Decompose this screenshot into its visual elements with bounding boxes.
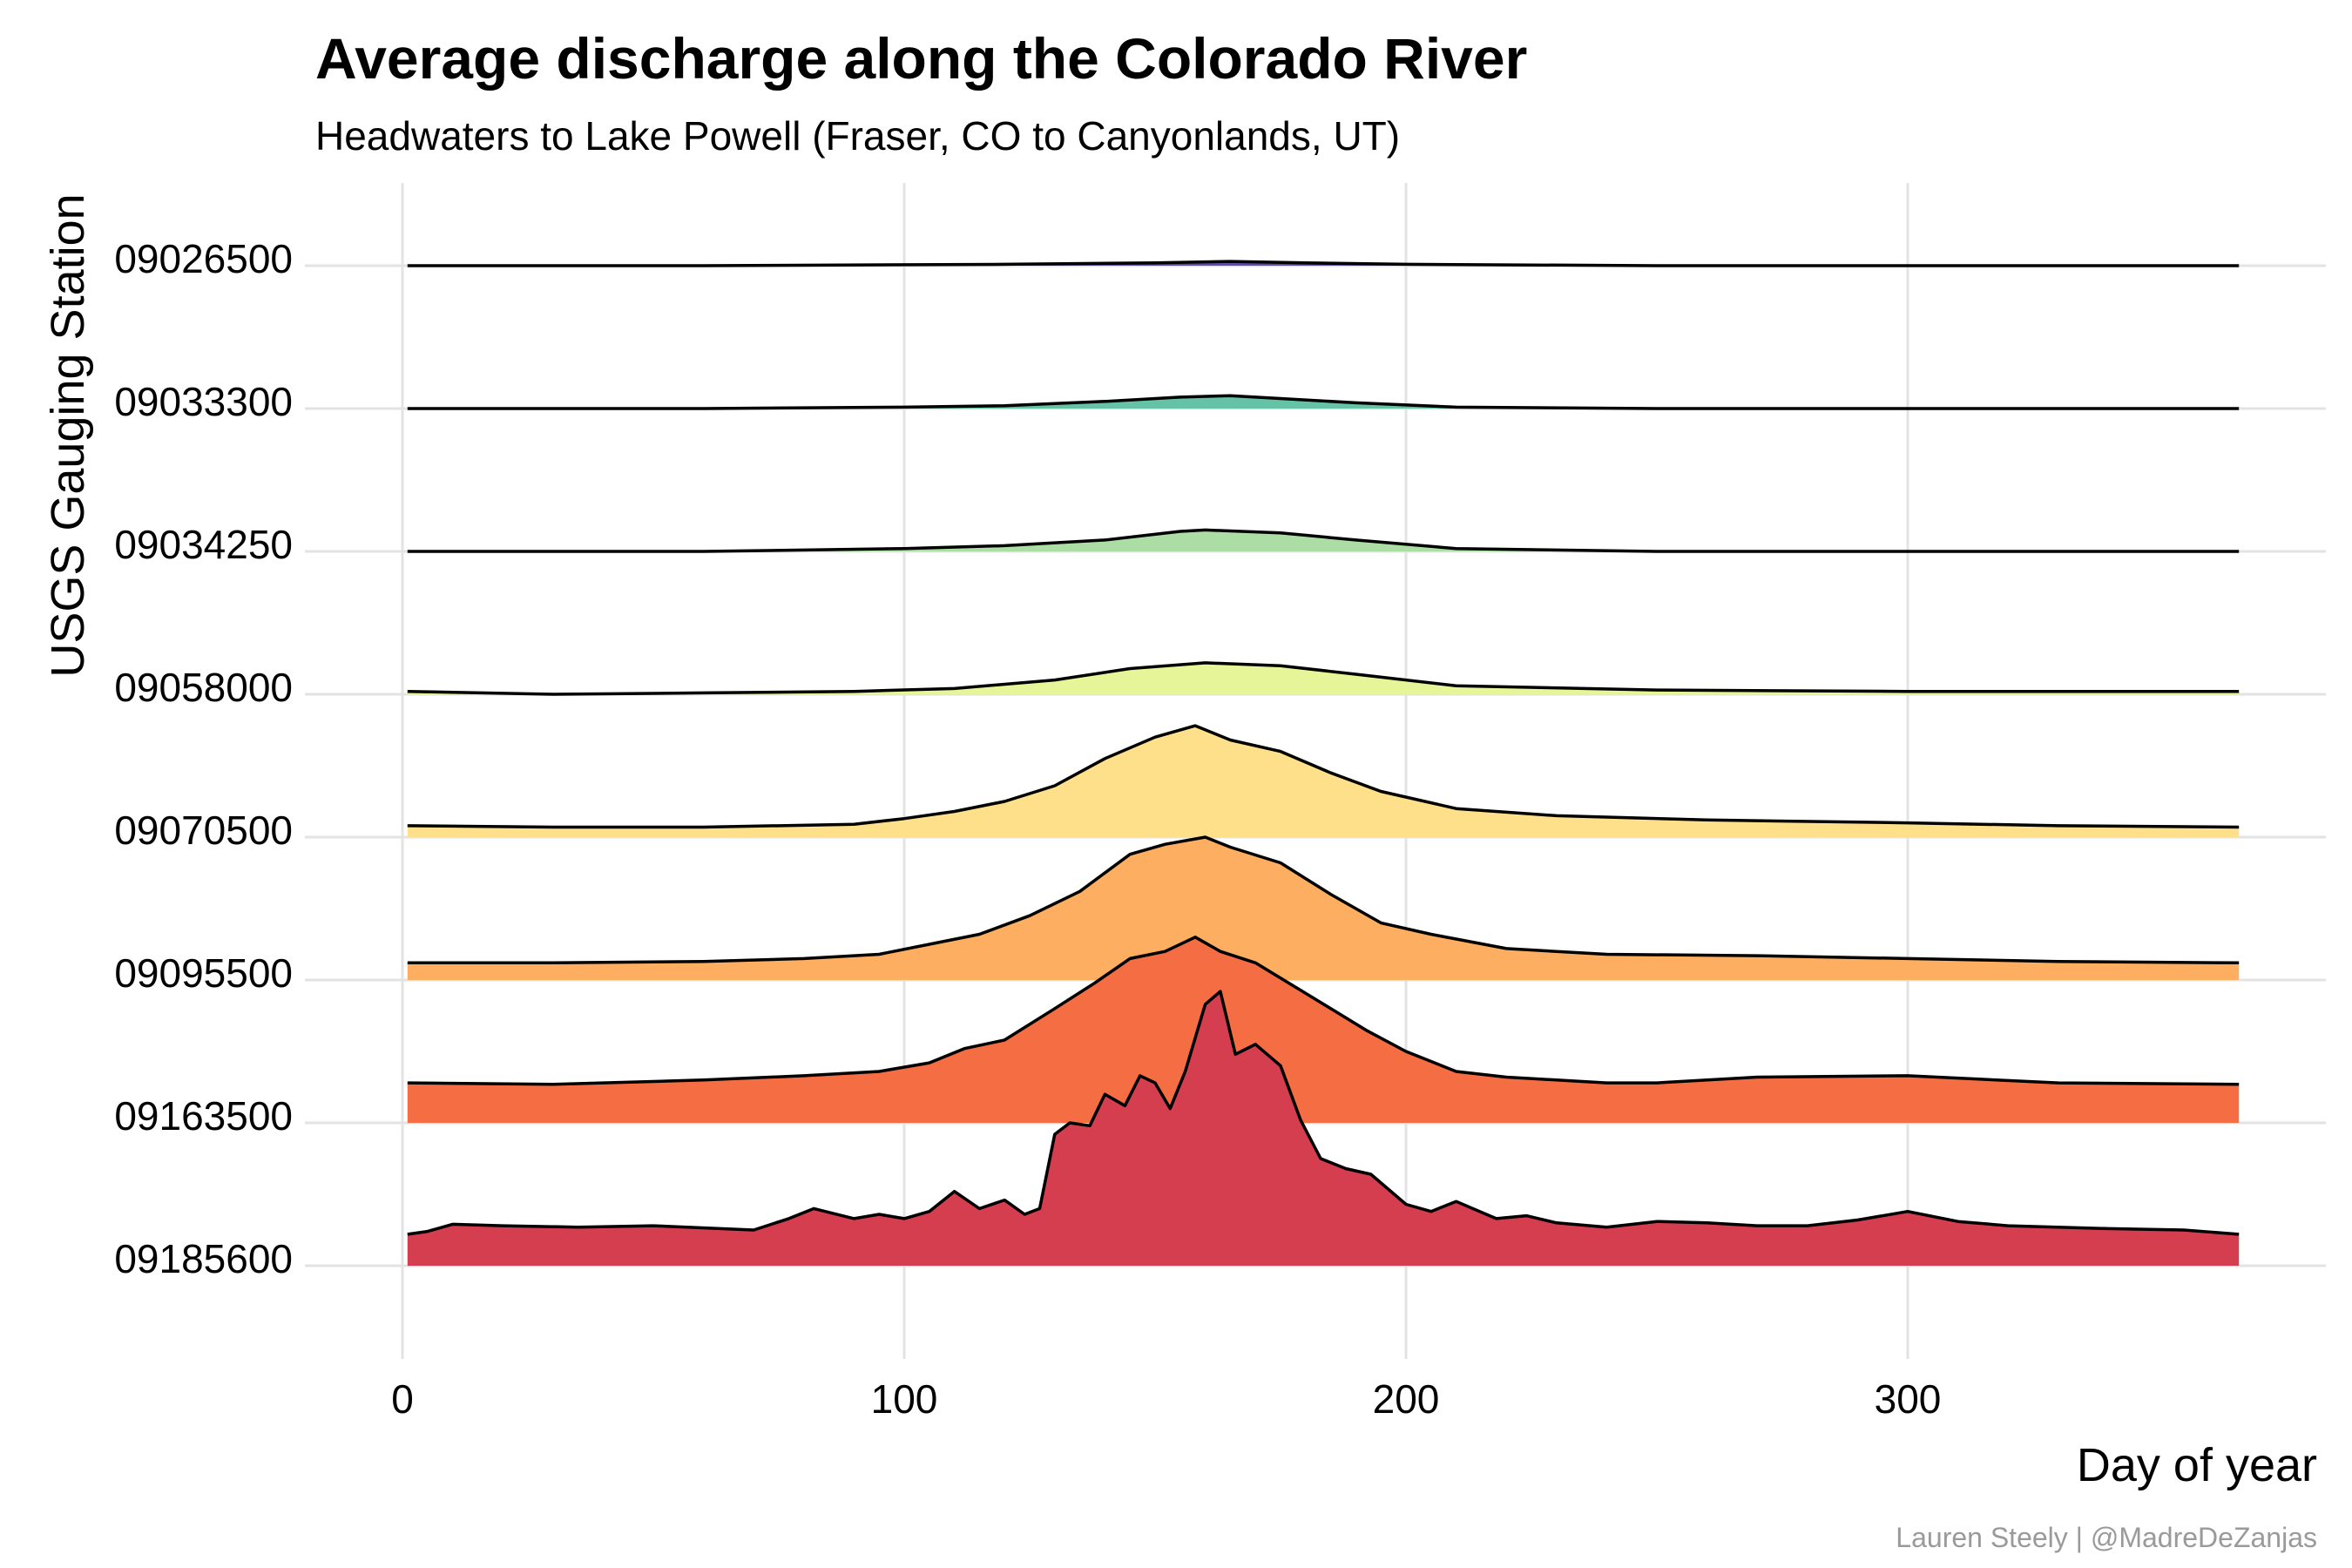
station-label: 09033300 — [114, 379, 293, 424]
ridge-line — [407, 528, 2240, 553]
x-tick-label: 100 — [871, 1376, 938, 1422]
y-axis-label: USGS Gauging Station — [42, 193, 94, 677]
ridge-line — [407, 394, 2240, 410]
ridge-area — [407, 726, 2240, 837]
station-label: 09070500 — [114, 808, 293, 853]
y-tick-labels: 09026500 09033300 09034250 09058000 09070500… — [114, 236, 293, 1281]
ridge-line — [407, 936, 2240, 1086]
ridge-layer — [407, 260, 2240, 1266]
x-tick-labels: 0 100 200 300 — [391, 1376, 1941, 1422]
station-label: 09058000 — [114, 665, 293, 710]
ridge-area — [407, 530, 2240, 551]
station-label: 09026500 — [114, 236, 293, 281]
x-axis-label: Day of year — [2077, 1439, 2317, 1491]
ridge-area — [407, 662, 2240, 694]
x-tick-label: 300 — [1875, 1376, 1942, 1422]
ridge-line — [407, 990, 2240, 1236]
ridge-line — [407, 661, 2240, 696]
x-tick-label: 200 — [1373, 1376, 1440, 1422]
ridge-line — [407, 835, 2240, 965]
station-label: 09034250 — [114, 522, 293, 567]
chart-subtitle: Headwaters to Lake Powell (Fraser, CO to… — [315, 113, 1400, 159]
station-label: 09185600 — [114, 1236, 293, 1281]
chart-title: Average discharge along the Colorado Riv… — [315, 26, 1527, 91]
chart-caption: Lauren Steely | @MadreDeZanjas — [1896, 1522, 2317, 1553]
station-label: 09163500 — [114, 1093, 293, 1139]
ridge-area — [407, 936, 2240, 1123]
ridge-area — [407, 837, 2240, 980]
ridge-line — [407, 724, 2240, 829]
x-tick-label: 0 — [391, 1376, 414, 1422]
ridge-area — [407, 991, 2240, 1266]
station-label: 09095500 — [114, 950, 293, 996]
ridge-line — [407, 260, 2240, 267]
